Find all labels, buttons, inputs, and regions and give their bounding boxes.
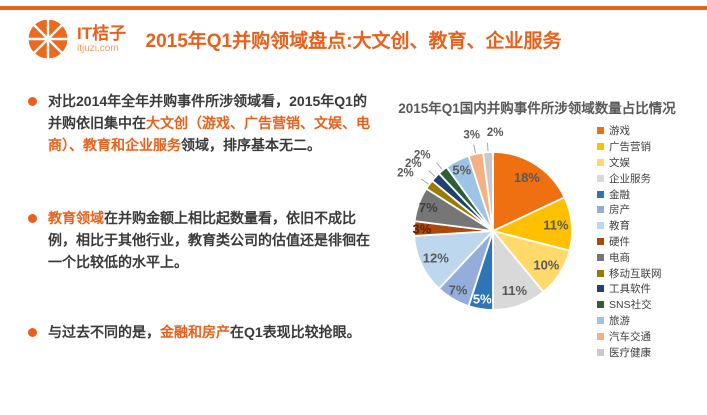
legend-item: 文娱 (597, 155, 662, 171)
legend-label: SNS社交 (609, 299, 652, 312)
pie-slice-医疗健康 (482, 151, 494, 232)
legend-item: SNS社交 (597, 297, 662, 313)
logo-text: IT桔子 itjuzi.com (77, 24, 126, 55)
pie-percent-label: 3% (413, 221, 432, 236)
pie-percent-label: 2% (397, 167, 414, 179)
pie-label-leader-line (486, 142, 489, 152)
bullet-item: 教育领域在并购金额上相比起数量看，依旧不成比例，相比于其他行业，教育类公司的估值… (28, 207, 376, 273)
pie-percent-label: 2% (414, 150, 431, 162)
legend-item: 教育 (597, 218, 662, 234)
logo: IT桔子 itjuzi.com (26, 17, 126, 61)
pie-slice-教育 (413, 230, 494, 290)
legend-item: 工具软件 (597, 281, 662, 297)
legend-label: 移动互联网 (609, 267, 662, 280)
legend-swatch (597, 332, 604, 340)
legend-item: 电商 (597, 249, 662, 265)
legend-label: 工具软件 (609, 283, 651, 296)
legend-item: 旅游 (597, 313, 662, 329)
legend-swatch (597, 237, 604, 245)
pie-slice-游戏 (492, 151, 566, 232)
pie-percent-label: 2% (405, 158, 422, 170)
legend-swatch (597, 127, 604, 135)
logo-brand: IT桔子 (77, 23, 127, 43)
legend-item: 金融 (597, 186, 662, 202)
top-accent-bar (0, 6, 707, 10)
legend-label: 电商 (609, 251, 630, 264)
legend-item: 企业服务 (597, 170, 662, 186)
legend-label: 企业服务 (609, 172, 651, 185)
legend-label: 教育 (609, 220, 630, 233)
logo-domain: itjuzi.com (77, 42, 119, 54)
legend-swatch (597, 222, 604, 230)
legend-swatch (597, 348, 604, 356)
pie-percent-label: 12% (423, 250, 449, 265)
legend-swatch (597, 269, 604, 277)
pie-percent-label: 5% (452, 162, 471, 177)
legend-item: 医疗健康 (597, 344, 662, 360)
pie-percent-label: 10% (533, 257, 559, 272)
pie-chart: 18%11%10%11%5%7%12%3%7%2%2%2%5%3% 2% (397, 127, 573, 311)
legend-label: 医疗健康 (609, 346, 651, 359)
page-title: 2015年Q1并购领域盘点:大文创、教育、企业服务 (145, 31, 562, 52)
legend-label: 旅游 (609, 314, 630, 327)
legend-swatch (597, 174, 604, 182)
pie-percent-label: 2% (487, 127, 504, 139)
legend-item: 广告营销 (597, 139, 662, 155)
pie-percent-label: 11% (502, 283, 528, 298)
pie-label-leader-line (421, 178, 429, 185)
pie-label-leader-line (473, 144, 477, 154)
pie-percent-label: 11% (543, 218, 569, 233)
legend-label: 文娱 (609, 156, 630, 169)
legend-label: 硬件 (609, 235, 630, 248)
pie-percent-label: 5% (473, 291, 492, 306)
bullet-dot-icon (28, 97, 37, 106)
legend-item: 硬件 (597, 234, 662, 250)
legend-item: 房产 (597, 202, 662, 218)
chart-legend: 游戏广告营销文娱企业服务金融房产教育硬件电商移动互联网工具软件 SNS社交旅游汽车… (597, 123, 662, 360)
legend-label: 游戏 (609, 125, 630, 138)
pie-percent-label: 3% (463, 129, 480, 141)
bullet-dot-icon (28, 328, 37, 337)
legend-label: 金融 (609, 188, 630, 201)
legend-label: 房产 (609, 204, 630, 217)
legend-label: 汽车交通 (609, 330, 651, 343)
pie-percent-label: 7% (449, 283, 468, 298)
legend-item: 移动互联网 (597, 265, 662, 281)
legend-swatch (597, 143, 604, 151)
bullet-dot-icon (28, 214, 37, 223)
legend-swatch (597, 158, 604, 166)
legend-item: 汽车交通 (597, 328, 662, 344)
pie-percent-label: 7% (419, 200, 438, 215)
legend-swatch (597, 285, 604, 293)
pie-label-leader-line (436, 162, 443, 170)
bullet-text: 教育领域在并购金额上相比起数量看，依旧不成比例，相比于其他行业，教育类公司的估值… (48, 210, 370, 270)
bullet-item: 对比2014年全年并购事件所涉领域看，2015年Q1的并购依旧集中在大文创（游戏… (28, 90, 376, 156)
legend-swatch (597, 190, 604, 198)
legend-swatch (597, 316, 604, 324)
legend-swatch (597, 206, 604, 214)
legend-label: 广告营销 (609, 141, 651, 154)
orange-fruit-logo-icon (27, 18, 69, 60)
pie-percent-label: 18% (514, 170, 540, 185)
legend-item: 游戏 (597, 123, 662, 139)
bullet-text: 与过去不同的是，金融和房产在Q1表现比较抢眼。 (48, 324, 361, 340)
bullet-item: 与过去不同的是，金融和房产在Q1表现比较抢眼。 (28, 321, 376, 343)
chart-title: 2015年Q1国内并购事件所涉领域数量占比情况 (398, 101, 676, 116)
legend-swatch (597, 253, 604, 261)
legend-swatch (597, 301, 604, 309)
bullet-text: 对比2014年全年并购事件所涉领域看，2015年Q1的并购依旧集中在大文创（游戏… (48, 93, 370, 153)
pie-label-leader-line (428, 170, 436, 177)
